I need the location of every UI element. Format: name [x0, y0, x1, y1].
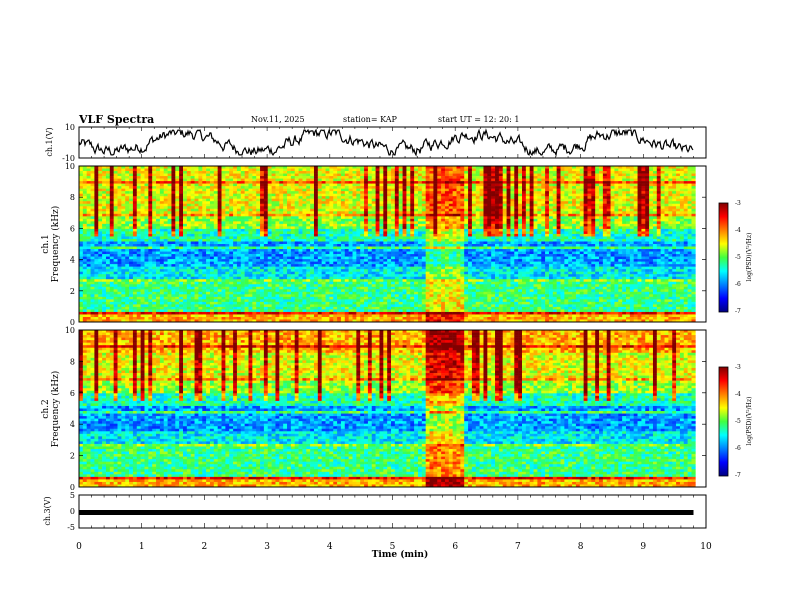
ch3-ytick-bottom: -5: [67, 523, 75, 532]
freq-tick-label: 6: [70, 224, 75, 233]
ch2-spectrogram-ylabel-frequency: Frequency (kHz): [50, 371, 61, 448]
ch3-waveform-line: [79, 510, 694, 515]
time-tick-label: 4: [327, 542, 333, 552]
freq-tick-label: 4: [70, 420, 75, 429]
freq-tick-label: 10: [65, 326, 75, 335]
time-tick-label: 9: [640, 542, 646, 552]
ch2-colorbar-tick-4: -7: [735, 472, 741, 479]
freq-tick-label: 8: [70, 193, 75, 202]
time-tick-label: 0: [76, 542, 82, 552]
freq-tick-label: 4: [70, 256, 75, 265]
ch1-spectrogram-ylabel-channel: ch.1: [41, 234, 51, 253]
ch3-ytick-top: 5: [70, 491, 75, 500]
time-tick-label: 8: [578, 542, 584, 552]
ch2-colorbar-label: log(PSD)(V²/Hz): [746, 397, 753, 446]
ch1-colorbar-tick-1: -4: [735, 227, 741, 234]
ch1-colorbar-tick-3: -6: [735, 281, 741, 288]
ch1-colorbar-label: log(PSD)(V²/Hz): [746, 233, 753, 282]
ch3-waveform-ylabel: ch.3(V): [43, 496, 52, 525]
freq-tick-label: 10: [65, 162, 75, 171]
freq-tick-label: 8: [70, 357, 75, 366]
time-tick-label: 6: [452, 542, 458, 552]
figure-title: VLF Spectra: [78, 113, 154, 126]
start-time-label: start UT = 12: 20: 1: [438, 115, 519, 124]
ch1-spectrogram-ylabel-frequency: Frequency (kHz): [50, 206, 61, 283]
freq-tick-label: 6: [70, 389, 75, 398]
ch1-colorbar-gradient: [719, 203, 728, 312]
ch1-waveform-panel: 10 -10 ch.1(V): [45, 123, 706, 163]
ch3-ytick-mid: 0: [70, 507, 75, 516]
ch1-ytick-top: 10: [65, 123, 75, 132]
ch1-waveform-ylabel: ch.1(V): [45, 127, 54, 156]
ch2-colorbar-tick-2: -5: [735, 418, 741, 425]
ch2-colorbar-tick-1: -4: [735, 391, 741, 398]
time-tick-label: 2: [202, 542, 208, 552]
ch1-colorbar-tick-2: -5: [735, 254, 741, 261]
time-axis-label: Time (min): [372, 549, 429, 560]
ch2-colorbar-tick-0: -3: [735, 364, 741, 371]
ch2-colorbar-gradient: [719, 367, 728, 476]
time-tick-label: 10: [700, 542, 712, 552]
freq-tick-label: 2: [70, 452, 75, 461]
freq-tick-label: 2: [70, 287, 75, 296]
ch1-colorbar-tick-4: -7: [735, 308, 741, 315]
time-tick-label: 7: [515, 542, 521, 552]
ch2-spectrogram-ylabel-channel: ch.2: [41, 399, 51, 418]
ch2-spectrogram-image: [79, 330, 696, 487]
time-tick-label: 1: [139, 542, 145, 552]
ch2-colorbar-tick-3: -6: [735, 445, 741, 452]
ch1-spectrogram-image: [79, 166, 696, 322]
ch1-colorbar-tick-0: -3: [735, 200, 741, 207]
vlf-figure: VLF Spectra Nov.11, 2025 station= KAP st…: [0, 0, 792, 612]
time-tick-label: 3: [264, 542, 270, 552]
ch1-colorbar: -3 -4 -5 -6 -7 log(PSD)(V²/Hz): [719, 200, 753, 315]
ch3-waveform-panel: 5 0 -5 ch.3(V) 0 1 2 3 4 5 6 7 8 9 10 Time (min): [43, 491, 712, 560]
ch2-colorbar: -3 -4 -5 -6 -7 log(PSD)(V²/Hz): [719, 364, 753, 479]
station-label: station= KAP: [343, 115, 398, 124]
date-label: Nov.11, 2025: [251, 115, 305, 124]
